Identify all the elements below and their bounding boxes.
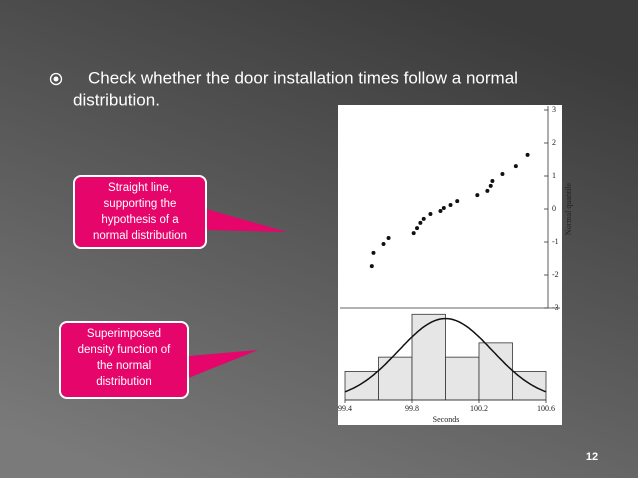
point	[386, 236, 391, 241]
y-tick-label: 2	[552, 138, 556, 147]
callout-text: supporting the	[104, 198, 177, 210]
bar	[411, 313, 446, 401]
density-curve	[344, 317, 547, 393]
callout-box	[59, 321, 189, 399]
point	[513, 164, 518, 169]
bar	[378, 356, 413, 401]
page-number: 12	[586, 451, 598, 463]
x-tick-label: 99.8	[405, 404, 419, 413]
y-tick-label: 3	[552, 105, 556, 114]
y-tick-label: 0	[552, 204, 556, 213]
callout-text: density function of	[78, 344, 172, 356]
point	[411, 231, 416, 236]
point	[485, 188, 490, 193]
callout-text: Superimposed	[87, 328, 161, 340]
bullet-icon	[53, 76, 59, 82]
bar	[445, 356, 480, 401]
point	[441, 206, 446, 211]
bullet-icon	[49, 72, 63, 86]
point	[415, 226, 420, 231]
y-tick-label: 1	[552, 171, 556, 180]
point	[490, 178, 495, 183]
callout-text: Straight line,	[108, 182, 172, 194]
callout-text: distribution	[96, 376, 152, 388]
y-tick-label: -2	[552, 270, 559, 279]
y-axis-label: Normal quantile	[564, 182, 573, 235]
point	[418, 220, 423, 225]
x-tick-label: 100.2	[470, 404, 488, 413]
y-tick-label: -1	[552, 237, 559, 246]
point	[488, 183, 493, 188]
callout-pointer	[204, 208, 287, 232]
point	[381, 241, 386, 246]
x-tick-label: 100.6	[537, 404, 555, 413]
callout-box	[73, 175, 207, 249]
bar	[478, 342, 513, 401]
point	[448, 203, 453, 208]
point	[525, 152, 530, 157]
callout-pointer	[186, 350, 258, 379]
point	[455, 199, 460, 204]
x-tick-label: 99.4	[338, 404, 352, 413]
point	[369, 264, 374, 269]
point	[500, 172, 505, 177]
x-axis-label: Seconds	[433, 415, 460, 424]
callout-text: hypothesis of a	[101, 214, 179, 226]
point	[428, 211, 433, 216]
point	[371, 250, 376, 255]
bullet-text: distribution.	[73, 90, 160, 109]
callout-text: the normal	[97, 360, 151, 372]
bullet-text: Check whether the door installation time…	[88, 68, 518, 87]
y-tick-label: -3	[552, 303, 559, 312]
point	[438, 208, 443, 213]
point	[421, 216, 426, 221]
callout-text: normal distribution	[93, 230, 187, 242]
point	[475, 193, 480, 198]
